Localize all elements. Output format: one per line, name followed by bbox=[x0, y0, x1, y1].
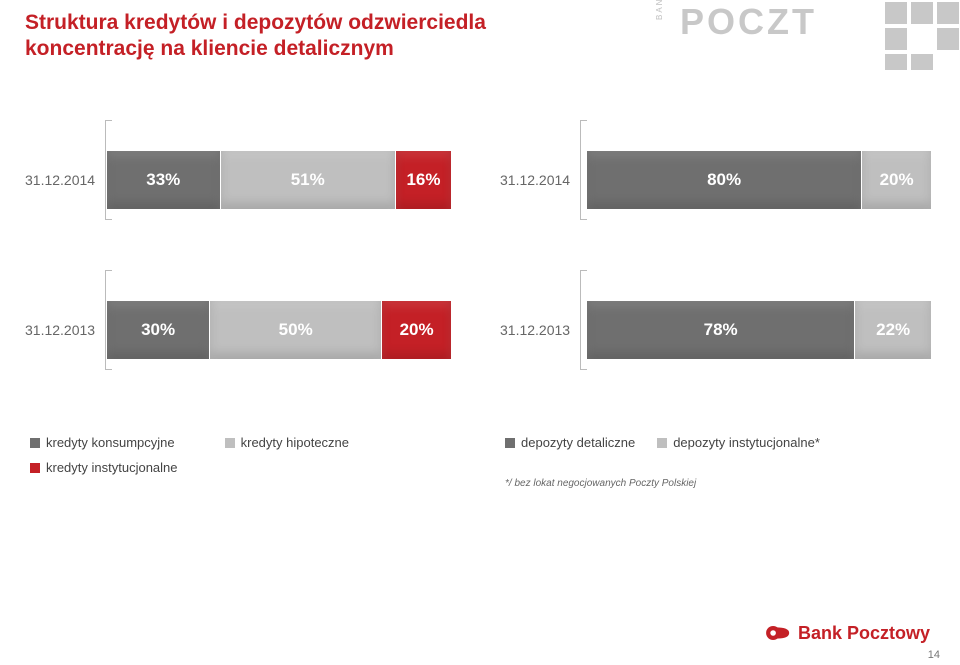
legend-label: depozyty instytucjonalne* bbox=[673, 435, 820, 450]
legend-label: depozyty detaliczne bbox=[521, 435, 635, 450]
footnote: */ bez lokat negocjowanych Poczty Polski… bbox=[505, 478, 696, 489]
footer-logo: Bank Pocztowy bbox=[764, 619, 930, 647]
svg-text:POCZT: POCZT bbox=[680, 1, 817, 42]
bar-segment: 51% bbox=[221, 151, 396, 209]
legend-label: kredyty konsumpcyjne bbox=[46, 435, 175, 450]
swatch bbox=[505, 438, 515, 448]
swatch bbox=[30, 438, 40, 448]
left-bar-2013: 30%50%20% bbox=[106, 301, 451, 359]
legend-label: kredyty instytucjonalne bbox=[46, 460, 178, 475]
footer-logo-text: Bank Pocztowy bbox=[798, 623, 930, 644]
bar-segment: 50% bbox=[210, 301, 382, 359]
chart-row-2014: 31.12.2014 33%51%16% 31.12.2014 80%20% bbox=[25, 150, 935, 210]
bar-segment: 20% bbox=[862, 151, 931, 209]
legend-item: kredyty konsumpcyjne bbox=[30, 435, 175, 450]
date-label: 31.12.2014 bbox=[500, 172, 580, 188]
bar-segment: 20% bbox=[382, 301, 451, 359]
legend-label: kredyty hipoteczne bbox=[241, 435, 349, 450]
brand-corner-logo: BANK POCZT bbox=[610, 0, 960, 70]
logo-mark-icon bbox=[764, 619, 792, 647]
legend-left: kredyty konsumpcyjne kredyty hipoteczne … bbox=[30, 435, 349, 475]
right-bar-2013: 78%22% bbox=[586, 301, 931, 359]
swatch bbox=[657, 438, 667, 448]
date-label: 31.12.2013 bbox=[500, 322, 580, 338]
date-label: 31.12.2014 bbox=[25, 172, 105, 188]
left-bar-2014: 33%51%16% bbox=[106, 151, 451, 209]
legend-item: kredyty instytucjonalne bbox=[30, 460, 178, 475]
charts-area: 31.12.2014 33%51%16% 31.12.2014 80%20% 3… bbox=[25, 150, 935, 450]
swatch bbox=[30, 463, 40, 473]
bar-segment: 80% bbox=[587, 151, 862, 209]
legend-item: depozyty instytucjonalne* bbox=[657, 435, 820, 450]
page-title: Struktura kredytów i depozytów odzwierci… bbox=[25, 10, 545, 63]
page-number: 14 bbox=[928, 649, 940, 661]
legend-right: depozyty detaliczne depozyty instytucjon… bbox=[505, 435, 820, 450]
legend-item: depozyty detaliczne bbox=[505, 435, 635, 450]
bank-vertical-text: BANK bbox=[655, 0, 664, 20]
bar-segment: 78% bbox=[587, 301, 855, 359]
bar-segment: 33% bbox=[107, 151, 221, 209]
bar-segment: 16% bbox=[396, 151, 451, 209]
swatch bbox=[225, 438, 235, 448]
bar-segment: 22% bbox=[855, 301, 931, 359]
bar-segment: 30% bbox=[107, 301, 210, 359]
right-bar-2014: 80%20% bbox=[586, 151, 931, 209]
date-label: 31.12.2013 bbox=[25, 322, 105, 338]
legend-item: kredyty hipoteczne bbox=[225, 435, 349, 450]
chart-row-2013: 31.12.2013 30%50%20% 31.12.2013 78%22% bbox=[25, 300, 935, 360]
